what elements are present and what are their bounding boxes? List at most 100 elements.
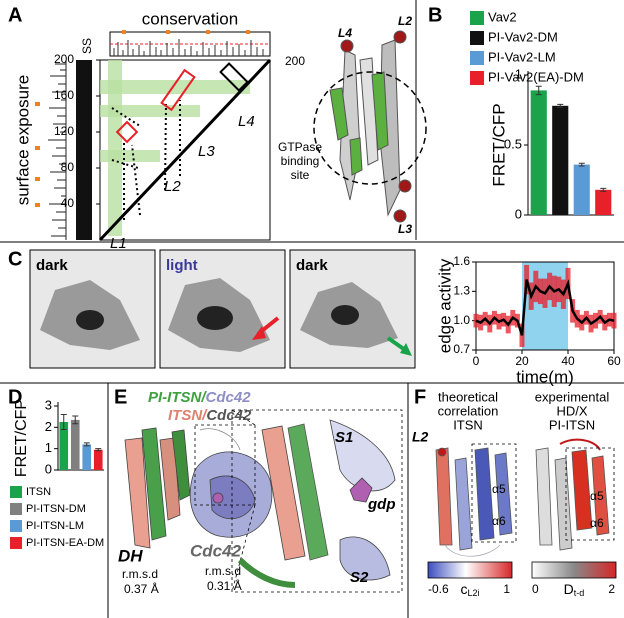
frame-label: dark <box>296 257 328 274</box>
map-ticks: 40 80 120 160 200 <box>54 52 100 210</box>
y-tick-label: 1.0 <box>453 313 470 327</box>
panel-letter: C <box>8 248 22 270</box>
y-tick-label: 1 <box>515 66 522 81</box>
legend-label: ITSN <box>26 486 51 498</box>
ss-label: SS <box>80 38 94 54</box>
loop-label: L4 <box>238 113 255 130</box>
y-tick-label: 0 <box>45 461 52 476</box>
bar <box>93 449 103 470</box>
legend-label: PI-ITSN-DM <box>26 503 86 515</box>
surface-exposure-profile <box>35 60 67 240</box>
map-x-end: 200 <box>285 54 305 68</box>
y-axis-label: edge activity <box>435 258 454 353</box>
bar <box>70 419 80 470</box>
tick-label: 200 <box>54 52 74 66</box>
colored-structures <box>427 438 617 579</box>
s1-label: S1 <box>335 429 353 446</box>
bar <box>595 189 612 215</box>
loop-label: L3 <box>198 143 215 160</box>
bar <box>530 90 547 215</box>
scale-min: -0.6 <box>428 582 449 596</box>
legend-swatch <box>470 71 484 85</box>
surface-exposure-label: surface exposure <box>13 75 32 205</box>
frame-label: dark <box>36 257 68 274</box>
site-label: GTPase <box>278 140 322 154</box>
overlay-structure <box>124 409 403 593</box>
contact-map <box>98 58 272 242</box>
plot-frame <box>475 261 615 351</box>
x-tick-label: 20 <box>515 354 529 368</box>
y-axis-label: FRET/CFP <box>13 399 30 477</box>
legend-label: PI-ITSN-LM <box>26 520 84 532</box>
y-tick-label: 3 <box>45 397 52 412</box>
y-tick-label: 0.7 <box>453 342 470 356</box>
error-bar <box>578 162 585 167</box>
scale-label-sub: t-d <box>574 588 585 598</box>
panel-letter: B <box>428 4 442 26</box>
legend-swatch <box>10 486 22 498</box>
bar <box>82 444 92 470</box>
helix-label: α6 <box>590 516 604 530</box>
bar <box>59 422 69 470</box>
legend-swatch <box>470 51 484 65</box>
legend-swatch <box>10 503 22 515</box>
bar <box>552 105 569 215</box>
error-bar <box>600 187 607 192</box>
legend-label: Vav2 <box>488 9 517 24</box>
y-tick-label: 1.3 <box>453 284 470 298</box>
structure-title: ITSN/Cdc42 <box>168 407 252 424</box>
error-bar <box>60 414 67 430</box>
y-tick-label: 1 <box>45 440 52 455</box>
y-tick-label: 2 <box>45 419 52 434</box>
f-title: HD/X <box>556 403 587 418</box>
s2-label: S2 <box>350 569 369 586</box>
protein-structure <box>313 30 427 223</box>
error-bar <box>72 415 79 425</box>
bar <box>573 164 590 215</box>
x-tick-label: 40 <box>561 354 575 368</box>
title-part: PI-ITSN/ <box>148 389 207 406</box>
scale-max: 2 <box>608 582 615 596</box>
legend-label: PI-ITSN-EA-DM <box>26 537 104 549</box>
title-part: ITSN/ <box>168 407 208 424</box>
f-title: experimental <box>535 389 610 404</box>
structure-loop-label: L3 <box>398 222 412 236</box>
cdc42-label: Cdc42 <box>190 541 242 560</box>
x-tick-label: 60 <box>607 354 621 368</box>
structure-title: PI-ITSN/Cdc42 <box>148 389 251 406</box>
panel-letter: E <box>114 386 127 408</box>
legend-swatch <box>10 537 22 549</box>
f-title: ITSN <box>453 417 483 432</box>
rmsd-label: r.m.s.d <box>205 564 241 578</box>
l2-label: L2 <box>412 429 429 445</box>
scale-max: 1 <box>503 582 510 596</box>
f-title: theoretical <box>438 389 498 404</box>
x-tick-label: 0 <box>473 354 480 368</box>
structure-loop-label: L4 <box>338 26 352 40</box>
scale-label: Dt-d <box>564 581 585 599</box>
legend-label: PI-Vav2-LM <box>488 49 556 64</box>
rmsd-value: 0.37 Å <box>124 581 159 596</box>
x-axis-label: time(m) <box>516 367 574 386</box>
scale-min: 0 <box>532 582 539 596</box>
scale-label-main: c <box>460 581 467 597</box>
conservation-profile <box>109 30 271 57</box>
site-label: binding <box>281 154 320 168</box>
error-bar <box>83 442 90 447</box>
microscopy-frames <box>29 249 416 369</box>
frame-label: light <box>166 257 198 274</box>
f-title: correlation <box>438 403 499 418</box>
legend-label: PI-Vav2(EA)-DM <box>488 69 584 84</box>
helix-label: α6 <box>492 514 506 528</box>
site-label: site <box>291 168 310 182</box>
f-title: PI-ITSN <box>549 417 595 432</box>
tick-label: 40 <box>61 196 75 210</box>
y-tick-label: 0 <box>515 206 522 221</box>
loop-label: L1 <box>110 235 127 252</box>
structure-loop-label: L2 <box>398 14 412 28</box>
tick-label: 160 <box>54 88 74 102</box>
y-axis-label: FRET/CFP <box>489 103 508 186</box>
gdp-label: gdp <box>367 496 396 513</box>
